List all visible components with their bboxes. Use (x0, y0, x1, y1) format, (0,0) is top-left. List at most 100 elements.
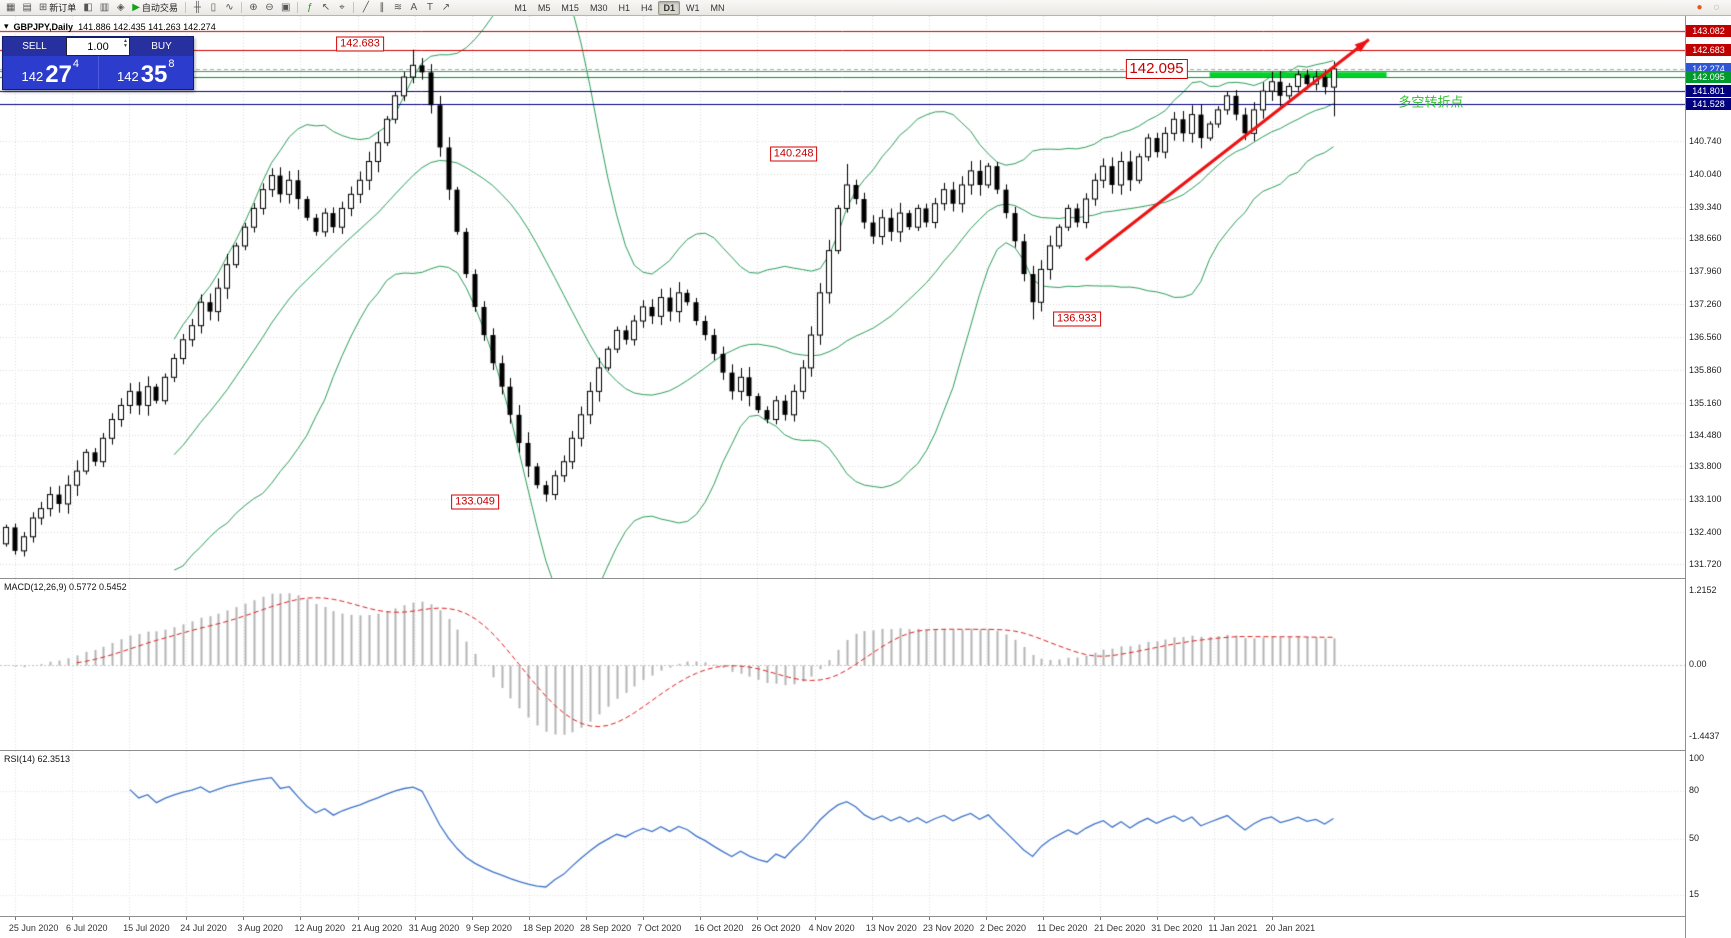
tile-windows-button[interactable]: ▣ (278, 1, 293, 15)
arrow-tool-button[interactable]: ↗ (438, 1, 453, 15)
timeframe-m15[interactable]: M15 (561, 2, 579, 13)
rsi-canvas[interactable] (0, 751, 1685, 917)
toolbar: ▦ ▤ ⊞ 新订单 ◧ ▥ ◈ ▶ 自动交易 ╫ ▯ ∿ ⊕ ⊖ ▣ ƒ ↖ ⌖ ╱ ∥ ≋ A T ↗ M1 M5 M15 M30 H… (0, 0, 1731, 16)
macd-scale-tick: 0.00 (1689, 658, 1707, 669)
label-icon: T (426, 1, 433, 13)
arrow-tool-icon: ↗ (441, 1, 451, 13)
symbol-dropdown-icon[interactable]: ▾ (4, 21, 9, 31)
cursor-button[interactable]: ↖ (318, 1, 333, 15)
line-chart-icon: ∿ (225, 1, 234, 13)
price-tick: 140.740 (1689, 135, 1722, 146)
date-tick (414, 917, 416, 920)
date-tick (757, 917, 759, 920)
rsi-scale-tick: 80 (1689, 785, 1700, 795)
new-order-button[interactable]: ⊞ 新订单 (36, 1, 79, 15)
date-label: 21 Aug 2020 (351, 923, 403, 933)
main-chart-canvas[interactable] (0, 16, 1685, 578)
date-label: 16 Oct 2020 (694, 923, 744, 933)
line-chart-button[interactable]: ∿ (222, 1, 237, 15)
price-tick: 136.560 (1689, 331, 1722, 342)
bar-chart-icon: ╫ (193, 1, 201, 13)
buy-price[interactable]: 142 35 8 (97, 56, 194, 89)
channel-button[interactable]: ∥ (374, 1, 389, 15)
price-annotation[interactable]: 136.933 (1052, 311, 1101, 327)
macd-panel: MACD(12,26,9) 0.5772 0.5452 (0, 578, 1685, 751)
volume-value: 1.00 (87, 40, 109, 53)
price-tick: 132.400 (1689, 527, 1722, 538)
macd-scale-tick: -1.4437 (1689, 731, 1720, 741)
fibonacci-button[interactable]: ≋ (390, 1, 405, 15)
volume-input[interactable]: 1.00 ▲ ▼ (66, 37, 130, 56)
label-button[interactable]: T (422, 1, 437, 15)
price-annotation[interactable]: 133.049 (451, 494, 499, 510)
alert-icon-button[interactable]: ● (1692, 1, 1707, 15)
buy-price-fraction: 8 (168, 58, 175, 70)
navigator-button[interactable]: ◈ (113, 1, 128, 15)
date-label: 11 Dec 2020 (1037, 923, 1088, 933)
fibonacci-icon: ≋ (393, 1, 403, 13)
price-axis[interactable]: 140.740 140.040 139.340 138.660 137.960 137.2… (1685, 16, 1731, 938)
trendline-button[interactable]: ╱ (358, 1, 373, 15)
timeframe-d1[interactable]: D1 (658, 0, 680, 15)
spinner-up-icon[interactable]: ▲ (123, 38, 128, 44)
bar-chart-button[interactable]: ╫ (190, 1, 205, 15)
date-tick (186, 917, 188, 920)
cursor-icon: ↖ (321, 1, 331, 13)
one-click-trading-panel: SELL 1.00 ▲ ▼ BUY 142 27 4 142 (2, 36, 194, 90)
crosshair-button[interactable]: ⌖ (334, 1, 349, 15)
date-label: 7 Oct 2020 (637, 923, 682, 933)
timeframe-m5[interactable]: M5 (537, 2, 551, 13)
text-button[interactable]: A (406, 1, 421, 15)
search-icon-button[interactable]: ◌ (1709, 1, 1724, 15)
timeframe-m30[interactable]: M30 (589, 2, 608, 13)
candle-chart-button[interactable]: ▯ (206, 1, 221, 15)
indicators-button[interactable]: ƒ (302, 1, 317, 15)
price-tick: 140.040 (1689, 168, 1722, 179)
toolbar-separator (240, 2, 242, 13)
timeframe-h4[interactable]: H4 (640, 2, 653, 13)
macd-canvas[interactable] (0, 579, 1685, 751)
indicators-icon: ƒ (307, 1, 313, 13)
sell-price-big-figure: 142 (21, 69, 44, 84)
sell-price[interactable]: 142 27 4 (3, 56, 98, 89)
tile-windows-icon: ▣ (280, 1, 291, 13)
macd-scale-tick: 1.2152 (1689, 585, 1717, 595)
price-annotation[interactable]: 140.248 (769, 146, 818, 162)
buy-button[interactable]: BUY (130, 37, 193, 56)
date-label: 3 Aug 2020 (237, 923, 283, 933)
rsi-scale-tick: 15 (1689, 889, 1700, 899)
timeframe-w1[interactable]: W1 (686, 2, 700, 13)
date-label: 25 Jun 2020 (8, 923, 59, 933)
symbol-ohlc: 141.886 142.435 141.263 142.274 (78, 21, 216, 32)
timeframe-m1[interactable]: M1 (514, 2, 527, 13)
market-watch-button[interactable]: ◧ (80, 1, 95, 15)
date-tick (985, 917, 987, 920)
profiles-button[interactable]: ▤ (19, 1, 34, 15)
price-annotation[interactable]: 142.683 (336, 36, 384, 52)
sell-button[interactable]: SELL (3, 37, 66, 56)
alert-icon: ● (1696, 1, 1703, 13)
rsi-panel: RSI(14) 62.3513 (0, 750, 1685, 917)
date-axis[interactable]: 25 Jun 2020 6 Jul 2020 15 Jul 2020 24 Jul 2… (0, 916, 1685, 938)
channel-icon: ∥ (379, 1, 385, 13)
timeframe-mn[interactable]: MN (710, 2, 725, 13)
spinner-down-icon[interactable]: ▼ (123, 43, 128, 49)
date-tick (471, 917, 473, 920)
data-window-button[interactable]: ▥ (97, 1, 112, 15)
price-level-badge: 141.528 (1686, 97, 1731, 110)
zoom-in-button[interactable]: ⊕ (246, 1, 261, 15)
timeframe-h1[interactable]: H1 (618, 2, 630, 13)
zoom-out-button[interactable]: ⊖ (262, 1, 277, 15)
date-tick (643, 917, 645, 920)
autotrade-button-label: 自动交易 (141, 3, 178, 13)
market-watch-icon: ◧ (83, 1, 93, 13)
autotrade-button[interactable]: ▶ 自动交易 (129, 1, 181, 15)
zoom-in-icon: ⊕ (249, 1, 258, 13)
new-chart-button[interactable]: ▦ (3, 1, 18, 15)
chart-note[interactable]: 多空转折点 (1398, 94, 1464, 110)
price-annotation[interactable]: 142.095 (1125, 58, 1188, 79)
date-tick (357, 917, 359, 920)
rsi-label: RSI(14) 62.3513 (4, 754, 71, 764)
new-order-icon: ⊞ (38, 1, 48, 13)
volume-spinner[interactable]: ▲ ▼ (123, 39, 128, 49)
